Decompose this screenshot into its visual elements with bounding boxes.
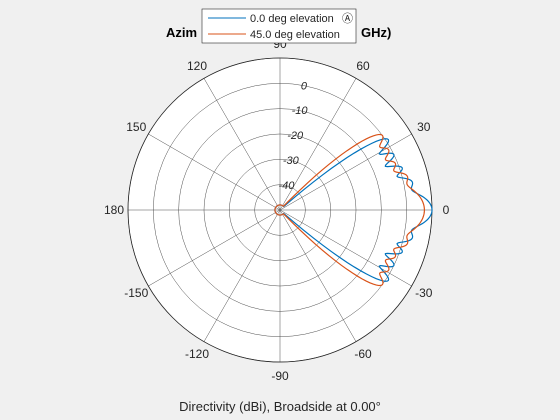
angle-tick-label: 180 [104, 203, 124, 217]
grid-spoke [203, 209, 281, 342]
angle-tick-label: 150 [126, 120, 146, 134]
chart-title-right: GHz) [361, 25, 391, 40]
chart-title-left: Azim [166, 25, 197, 40]
angle-tick-label: 30 [417, 120, 431, 134]
legend-label-0deg: 0.0 deg elevation [250, 13, 334, 25]
polar-grid [127, 57, 433, 363]
angle-tick-label: 0 [443, 203, 450, 217]
angle-tick-label: -150 [124, 286, 148, 300]
angle-tick-label: -60 [354, 347, 372, 361]
grid-spoke [279, 209, 412, 287]
angle-tick-label: 60 [356, 59, 370, 73]
radial-tick-labels: 0 -10 -20 -30 -40 [278, 80, 308, 192]
angle-tick-label: -90 [271, 369, 289, 383]
angle-tick-label: -30 [415, 286, 433, 300]
legend[interactable]: 0.0 deg elevation Ⓐ 45.0 deg elevation [201, 8, 357, 44]
chart-caption: Directivity (dBi), Broadside at 0.00° [179, 399, 381, 414]
radial-tick-label: 0 [301, 80, 308, 92]
angle-tick-label: -120 [185, 347, 209, 361]
grid-spoke [279, 209, 357, 342]
grid-spoke [279, 78, 357, 211]
radial-tick-label: -10 [292, 105, 309, 117]
series-line-45deg [274, 133, 426, 287]
grid-spoke [148, 209, 281, 287]
legend-label-45deg: 45.0 deg elevation [250, 29, 340, 41]
legend-marker-icon: Ⓐ [342, 12, 353, 25]
grid-spoke [148, 133, 281, 211]
legend-box [201, 8, 357, 44]
radial-tick-label: -40 [278, 180, 295, 192]
radial-tick-label: -30 [283, 155, 300, 167]
grid-spoke [279, 133, 412, 211]
grid-spoke [203, 78, 281, 211]
radial-tick-label: -20 [287, 130, 304, 142]
angle-tick-label: 120 [187, 59, 207, 73]
series-lines [274, 133, 433, 287]
